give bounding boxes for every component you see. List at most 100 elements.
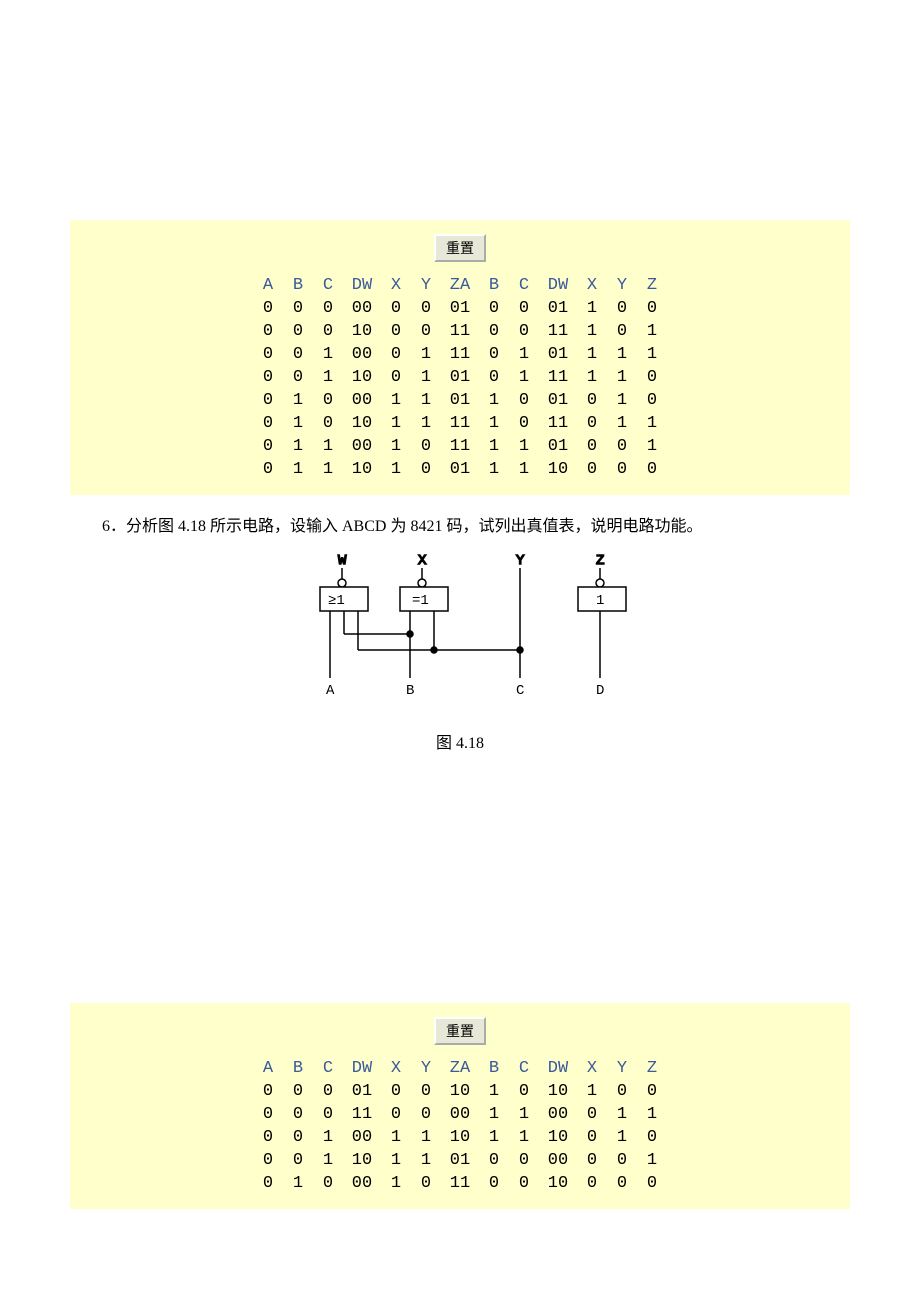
cell: 10 xyxy=(539,1126,577,1149)
cell: 1 xyxy=(283,412,313,435)
th2-DW2: DW xyxy=(539,1057,577,1080)
cell: 00 xyxy=(343,1172,381,1195)
cell: 01 xyxy=(441,389,479,412)
cell: 1 xyxy=(577,1080,607,1103)
cell: 01 xyxy=(441,366,479,389)
table-row: 0111010011110000 xyxy=(253,458,667,481)
table2-header-row: A B C DW X Y ZA B C DW X Y Z xyxy=(253,1057,667,1080)
cell: 01 xyxy=(539,435,577,458)
cell: 1 xyxy=(479,389,509,412)
cell: 0 xyxy=(479,343,509,366)
label-Y: Y xyxy=(516,553,525,569)
cell: 1 xyxy=(637,320,667,343)
cell: 1 xyxy=(509,366,539,389)
cell: 00 xyxy=(343,343,381,366)
cell: 1 xyxy=(577,343,607,366)
cell: 0 xyxy=(607,1172,637,1195)
cell: 0 xyxy=(411,320,441,343)
th2-C2: C xyxy=(509,1057,539,1080)
cell: 10 xyxy=(343,458,381,481)
reset-button-2[interactable]: 重置 xyxy=(434,1017,486,1045)
cell: 1 xyxy=(381,1172,411,1195)
cell: 0 xyxy=(607,1149,637,1172)
cell: 1 xyxy=(607,389,637,412)
figure-caption: 图 4.18 xyxy=(70,729,850,753)
cell: 0 xyxy=(381,366,411,389)
cell: 1 xyxy=(313,458,343,481)
th2-X: X xyxy=(381,1057,411,1080)
cell: 10 xyxy=(539,458,577,481)
cell: 1 xyxy=(381,435,411,458)
cell: 00 xyxy=(539,1149,577,1172)
cell: 0 xyxy=(283,1080,313,1103)
cell: 00 xyxy=(441,1103,479,1126)
cell: 10 xyxy=(343,366,381,389)
cell: 1 xyxy=(637,343,667,366)
cell: 0 xyxy=(283,1103,313,1126)
cell: 0 xyxy=(637,297,667,320)
cell: 0 xyxy=(607,320,637,343)
cell: 1 xyxy=(283,389,313,412)
cell: 10 xyxy=(343,320,381,343)
cell: 0 xyxy=(313,389,343,412)
cell: 0 xyxy=(637,389,667,412)
cell: 0 xyxy=(577,1172,607,1195)
table1-body: 0000000010001100000100011001110100100011… xyxy=(253,297,667,481)
table-row: 0001000110011101 xyxy=(253,320,667,343)
cell: 1 xyxy=(637,1103,667,1126)
table-row: 0011001010111110 xyxy=(253,366,667,389)
cell: 1 xyxy=(607,1126,637,1149)
label-W: W xyxy=(338,553,347,569)
cell: 0 xyxy=(637,1126,667,1149)
cell: 0 xyxy=(313,412,343,435)
cell: 11 xyxy=(441,1172,479,1195)
label-Z: Z xyxy=(596,553,604,569)
cell: 0 xyxy=(253,297,283,320)
cell: 1 xyxy=(381,389,411,412)
cell: 0 xyxy=(411,1080,441,1103)
cell: 1 xyxy=(283,458,313,481)
cell: 1 xyxy=(411,366,441,389)
spacer-mid xyxy=(0,753,920,1003)
cell: 0 xyxy=(283,320,313,343)
cell: 1 xyxy=(637,435,667,458)
circuit-svg: W ≥1 X =1 Y Z 1 xyxy=(280,550,640,710)
truth-table-panel-2: 重置 A B C DW X Y ZA B C DW X Y Z 00001001… xyxy=(70,1003,850,1209)
cell: 1 xyxy=(637,412,667,435)
reset-row-1: 重置 xyxy=(70,234,850,262)
cell: 0 xyxy=(479,297,509,320)
cell: 00 xyxy=(343,435,381,458)
cell: 0 xyxy=(313,1172,343,1195)
cell: 0 xyxy=(637,1172,667,1195)
th2-B: B xyxy=(283,1057,313,1080)
cell: 0 xyxy=(253,435,283,458)
table-row: 0001100001100011 xyxy=(253,1103,667,1126)
cell: 0 xyxy=(637,458,667,481)
th-C2: C xyxy=(509,274,539,297)
th-A: A xyxy=(253,274,283,297)
truth-table-2: A B C DW X Y ZA B C DW X Y Z 00001001010… xyxy=(253,1057,667,1195)
th-X: X xyxy=(381,274,411,297)
cell: 0 xyxy=(313,320,343,343)
cell: 0 xyxy=(381,1103,411,1126)
cell: 0 xyxy=(479,366,509,389)
cell: 0 xyxy=(479,1149,509,1172)
cell: 1 xyxy=(509,435,539,458)
table-row: 0010011101110010 xyxy=(253,1126,667,1149)
cell: 0 xyxy=(313,1103,343,1126)
cell: 11 xyxy=(343,1103,381,1126)
reset-button-1[interactable]: 重置 xyxy=(434,234,486,262)
cell: 1 xyxy=(381,458,411,481)
spacer-top xyxy=(0,0,920,220)
cell: 0 xyxy=(411,1103,441,1126)
reset-row-2: 重置 xyxy=(70,1017,850,1045)
cell: 11 xyxy=(441,435,479,458)
cell: 1 xyxy=(283,435,313,458)
th2-B2: B xyxy=(479,1057,509,1080)
cell: 01 xyxy=(441,297,479,320)
cell: 1 xyxy=(607,366,637,389)
cell: 00 xyxy=(343,1126,381,1149)
cell: 10 xyxy=(441,1080,479,1103)
cell: 0 xyxy=(253,343,283,366)
cell: 0 xyxy=(509,297,539,320)
